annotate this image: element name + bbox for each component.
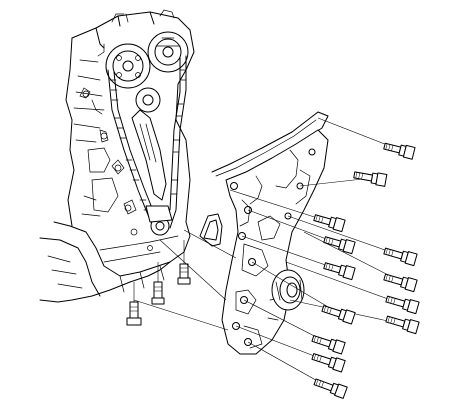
cover-bolt [311,335,346,355]
cover-bolts [311,142,420,399]
lower-bolt [126,282,142,326]
cover-gasket [199,213,223,247]
cover-bolt [323,236,356,255]
cover-bolt [313,214,346,233]
cover-bolt [385,295,420,315]
cover-bolt [321,305,356,325]
cover-bolt [383,273,418,293]
cover-bolt [323,262,356,281]
engine-block [39,9,195,303]
lower-bolt [177,240,191,285]
cover-bolt [383,247,418,267]
cover-bolt [311,353,346,373]
cover-bolt [353,171,388,187]
lower-mounting-bolts [126,240,191,326]
crankshaft-oil-seal [271,269,305,311]
lower-bolt [151,262,165,305]
chain-tensioner [131,109,173,236]
cover-bolt [385,315,420,335]
cover-bolt [313,378,348,399]
camshaft-sprockets [97,31,189,113]
cover-bolt [383,142,416,160]
